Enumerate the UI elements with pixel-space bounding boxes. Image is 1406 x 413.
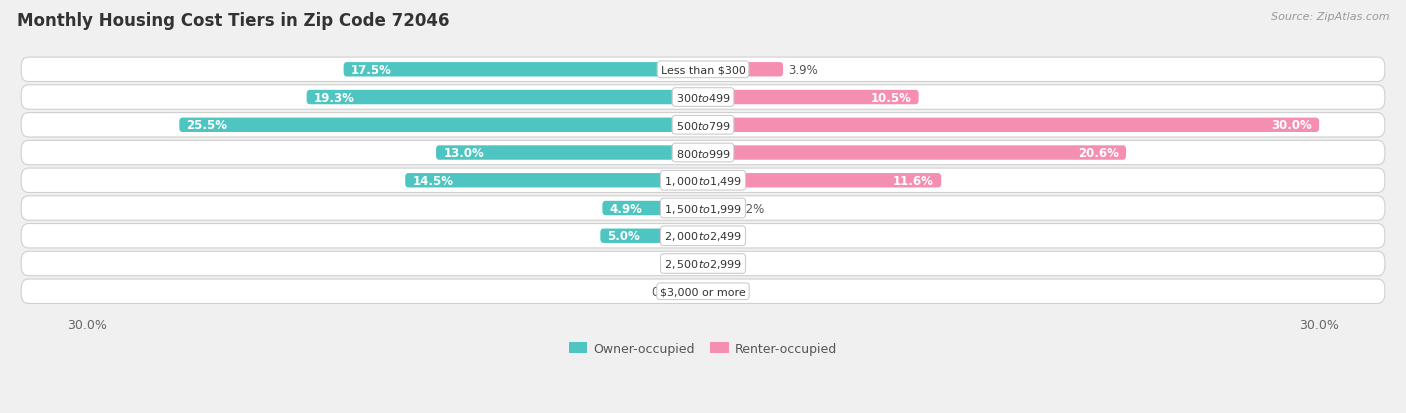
Text: 11.6%: 11.6% bbox=[893, 174, 934, 188]
Text: Less than $300: Less than $300 bbox=[661, 65, 745, 75]
Legend: Owner-occupied, Renter-occupied: Owner-occupied, Renter-occupied bbox=[564, 337, 842, 360]
Text: $300 to $499: $300 to $499 bbox=[675, 92, 731, 104]
Text: 25.5%: 25.5% bbox=[187, 119, 228, 132]
Text: 0.0%: 0.0% bbox=[709, 257, 738, 271]
Text: 19.3%: 19.3% bbox=[314, 91, 354, 104]
Text: $1,000 to $1,499: $1,000 to $1,499 bbox=[664, 174, 742, 188]
FancyBboxPatch shape bbox=[21, 85, 1385, 110]
Text: 17.5%: 17.5% bbox=[350, 64, 392, 76]
Text: Monthly Housing Cost Tiers in Zip Code 72046: Monthly Housing Cost Tiers in Zip Code 7… bbox=[17, 12, 450, 30]
FancyBboxPatch shape bbox=[21, 141, 1385, 165]
Text: $2,500 to $2,999: $2,500 to $2,999 bbox=[664, 257, 742, 271]
FancyBboxPatch shape bbox=[405, 173, 703, 188]
Text: 30.0%: 30.0% bbox=[1271, 119, 1312, 132]
Text: $2,000 to $2,499: $2,000 to $2,499 bbox=[664, 230, 742, 243]
Text: 0.0%: 0.0% bbox=[709, 230, 738, 243]
Text: 13.0%: 13.0% bbox=[443, 147, 484, 160]
Text: 3.9%: 3.9% bbox=[789, 64, 818, 76]
Text: 0.92%: 0.92% bbox=[727, 202, 765, 215]
FancyBboxPatch shape bbox=[21, 279, 1385, 304]
FancyBboxPatch shape bbox=[703, 201, 721, 216]
Text: 5.0%: 5.0% bbox=[607, 230, 640, 243]
FancyBboxPatch shape bbox=[600, 229, 703, 243]
FancyBboxPatch shape bbox=[703, 90, 918, 105]
FancyBboxPatch shape bbox=[21, 196, 1385, 221]
Text: 10.5%: 10.5% bbox=[870, 91, 911, 104]
FancyBboxPatch shape bbox=[180, 118, 703, 133]
Text: 4.9%: 4.9% bbox=[610, 202, 643, 215]
FancyBboxPatch shape bbox=[703, 63, 783, 77]
FancyBboxPatch shape bbox=[21, 169, 1385, 193]
FancyBboxPatch shape bbox=[703, 118, 1319, 133]
Text: $500 to $799: $500 to $799 bbox=[675, 119, 731, 131]
FancyBboxPatch shape bbox=[21, 58, 1385, 82]
Text: $3,000 or more: $3,000 or more bbox=[661, 287, 745, 297]
FancyBboxPatch shape bbox=[343, 63, 703, 77]
FancyBboxPatch shape bbox=[436, 146, 703, 160]
FancyBboxPatch shape bbox=[307, 90, 703, 105]
FancyBboxPatch shape bbox=[21, 224, 1385, 248]
FancyBboxPatch shape bbox=[693, 284, 703, 299]
Text: $800 to $999: $800 to $999 bbox=[675, 147, 731, 159]
Text: 0.0%: 0.0% bbox=[709, 285, 738, 298]
FancyBboxPatch shape bbox=[703, 146, 1126, 160]
Text: 0.0%: 0.0% bbox=[668, 257, 697, 271]
FancyBboxPatch shape bbox=[21, 113, 1385, 138]
FancyBboxPatch shape bbox=[602, 201, 703, 216]
Text: 20.6%: 20.6% bbox=[1078, 147, 1119, 160]
Text: Source: ZipAtlas.com: Source: ZipAtlas.com bbox=[1271, 12, 1389, 22]
FancyBboxPatch shape bbox=[21, 252, 1385, 276]
Text: 14.5%: 14.5% bbox=[412, 174, 453, 188]
Text: 0.45%: 0.45% bbox=[651, 285, 689, 298]
FancyBboxPatch shape bbox=[703, 173, 941, 188]
Text: $1,500 to $1,999: $1,500 to $1,999 bbox=[664, 202, 742, 215]
